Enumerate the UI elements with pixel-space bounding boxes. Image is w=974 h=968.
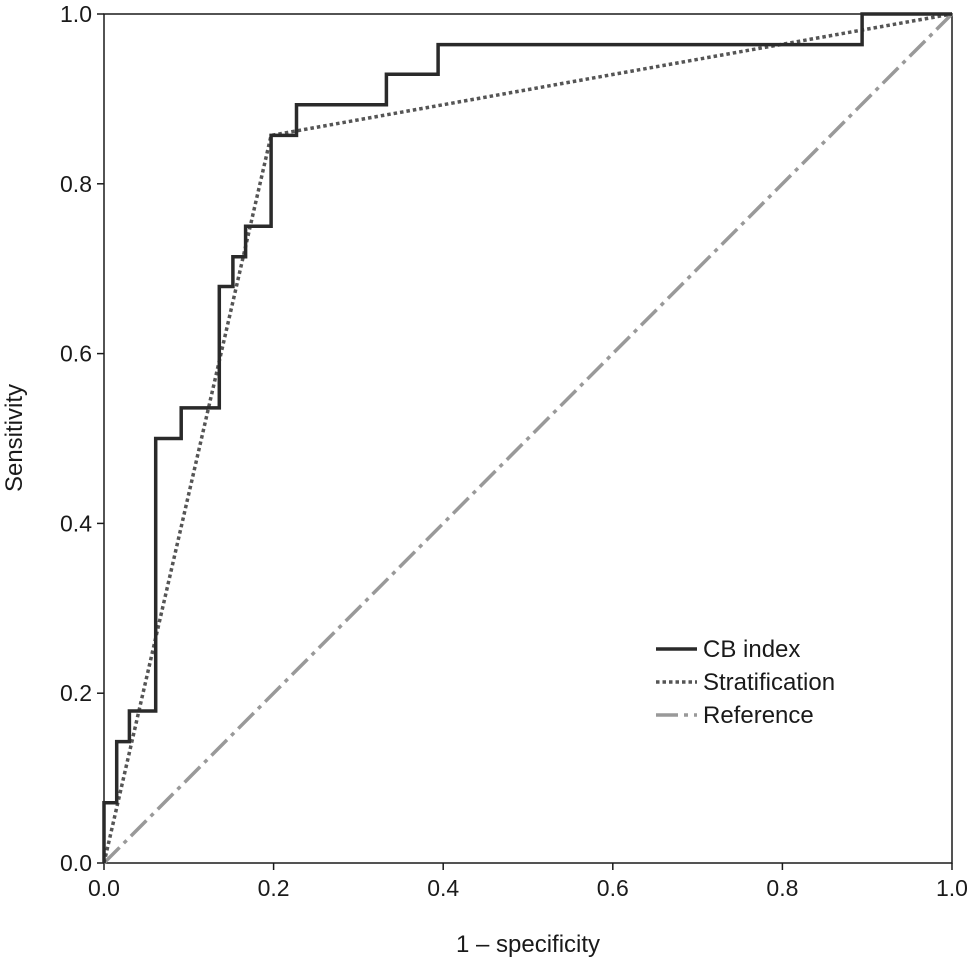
y-axis-title: Sensitivity [1, 384, 28, 492]
series-line-stratification [102, 12, 953, 864]
x-tick-label: 1.0 [936, 875, 968, 901]
legend: CB index Stratification Reference [656, 636, 835, 729]
series-layer [102, 12, 954, 865]
x-tick-label: 0.6 [597, 875, 629, 901]
x-tick-label: 0.2 [258, 875, 290, 901]
x-axis-title: 1 – specificity [456, 931, 600, 958]
y-tick-label: 1.0 [60, 1, 92, 27]
legend-label: Reference [703, 702, 814, 729]
plot-frame [103, 13, 953, 864]
y-tick-label: 0.2 [60, 680, 92, 706]
legend-label: CB index [703, 636, 800, 663]
series-line-cb-index [102, 12, 952, 863]
y-axis-ticks: 0.0 0.2 0.4 0.6 0.8 1.0 [60, 1, 104, 876]
y-tick-label: 0.6 [60, 341, 92, 367]
legend-label: Stratification [703, 669, 835, 696]
x-tick-label: 0.4 [427, 875, 459, 901]
x-tick-label: 0.0 [88, 875, 120, 901]
y-tick-label: 0.0 [60, 850, 92, 876]
series-line-reference [102, 12, 954, 865]
x-tick-label: 0.8 [766, 875, 798, 901]
x-axis-ticks: 0.0 0.2 0.4 0.6 0.8 1.0 [88, 863, 968, 901]
y-tick-label: 0.8 [60, 171, 92, 197]
y-tick-label: 0.4 [60, 510, 92, 536]
